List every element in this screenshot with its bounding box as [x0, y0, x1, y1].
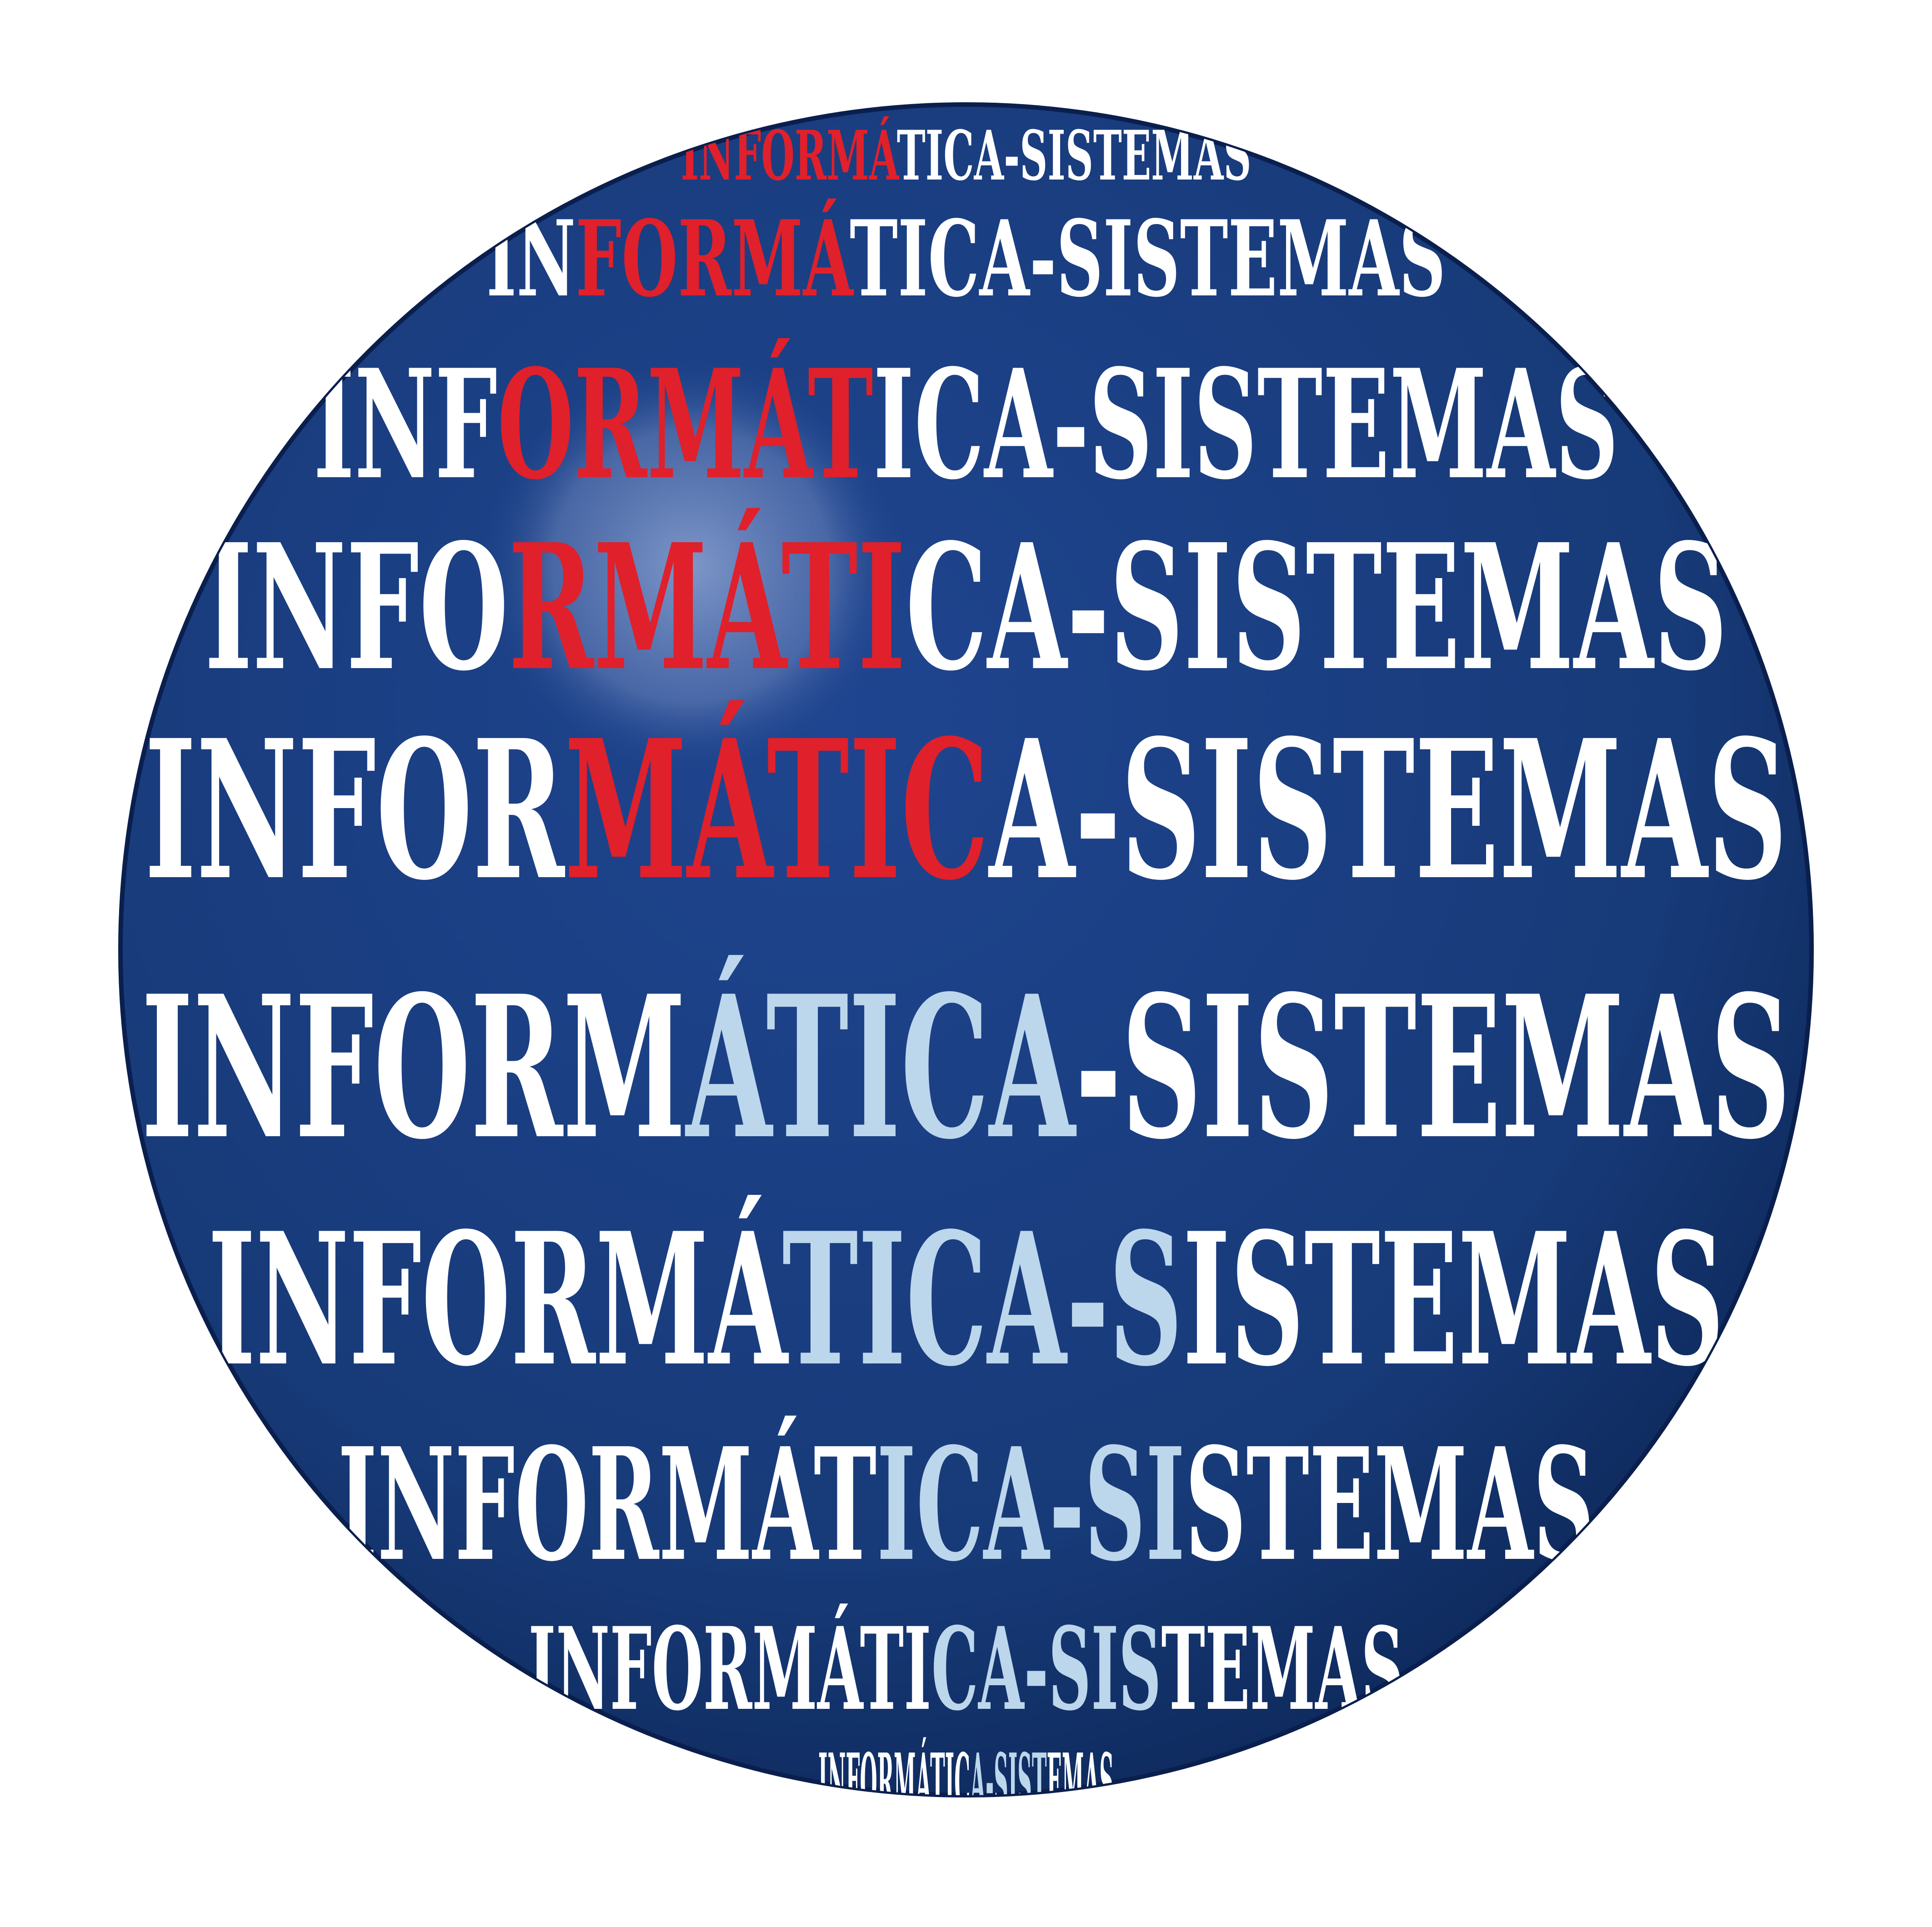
text-segment-white: INFORM: [141, 953, 686, 1183]
text-segment-lightblue: TICA-S: [782, 1193, 1183, 1407]
text-segment-white: INFORMÁT: [338, 1414, 876, 1596]
text-segment-white: TEMAS: [1161, 1602, 1403, 1736]
globe-text-line-2: INFORMÁTICA-SISTEMAS: [486, 198, 1446, 320]
globe-text-line-4: INFORMÁTICA-SISTEMAS: [205, 506, 1728, 709]
text-segment-white: ISTEMAS: [1183, 1193, 1724, 1407]
globe-text-line-5: INFORMÁTICA-SISTEMAS: [145, 698, 1787, 923]
text-segment-lightblue: A-SIST: [970, 1737, 1047, 1827]
text-segment-white: INF: [313, 336, 497, 513]
text-segment-white: EMAS: [1047, 1737, 1114, 1827]
globe-text-bands: INFORMÁTICA-SISTEMASINFORMÁTICA-SISTEMAS…: [141, 116, 1791, 1827]
globe-text-line-7: INFORMÁTICA-SISTEMAS: [208, 1193, 1724, 1407]
text-segment-lightblue: ICA-SI: [876, 1414, 1185, 1596]
text-segment-white: INFORMÁ: [208, 1193, 790, 1407]
text-segment-lightblue: ÁTICA: [684, 953, 1078, 1183]
text-segment-white: TICA-SISTEMAS: [897, 116, 1251, 196]
globe-text-line-3: INFORMÁTICA-SISTEMAS: [313, 336, 1618, 513]
text-segment-white: INFO: [205, 506, 509, 709]
text-segment-red: ORMÁT: [497, 336, 873, 513]
globe-text-line-9: INFORMÁTICA-SISTEMAS: [528, 1602, 1403, 1736]
text-segment-lightblue: CA-SIS: [931, 1602, 1161, 1736]
text-segment-white: A-SISTEMAS: [987, 699, 1787, 923]
globe-text-line-8: INFORMÁTICA-SISTEMAS: [338, 1414, 1594, 1596]
globe-text-line-10: INFORMÁTICA-SISTEMAS: [818, 1737, 1114, 1827]
text-segment-red: FORMÁ: [576, 198, 854, 320]
text-segment-white: INFOR: [145, 699, 566, 923]
globe-highlight: [477, 357, 905, 775]
text-segment-white: CA-SISTEMAS: [906, 506, 1727, 709]
text-segment-red: RMÁTI: [509, 506, 906, 709]
text-segment-red: INFORMÁ: [681, 116, 899, 196]
text-segment-red: MÁTIC: [565, 698, 989, 923]
text-segment-white: -SISTEMAS: [1075, 953, 1791, 1183]
text-segment-white: STEMAS: [1185, 1414, 1594, 1596]
globe-text-line-6: INFORMÁTICA-SISTEMAS: [141, 953, 1791, 1183]
text-segment-white: INFORMÁTIC: [818, 1737, 970, 1827]
text-segment-white: ICA-SISTEMAS: [873, 336, 1619, 513]
text-segment-white: IN: [486, 198, 576, 320]
text-segment-white: TICA-SISTEMAS: [850, 198, 1446, 320]
text-segment-white: INFORMÁTI: [528, 1602, 931, 1736]
